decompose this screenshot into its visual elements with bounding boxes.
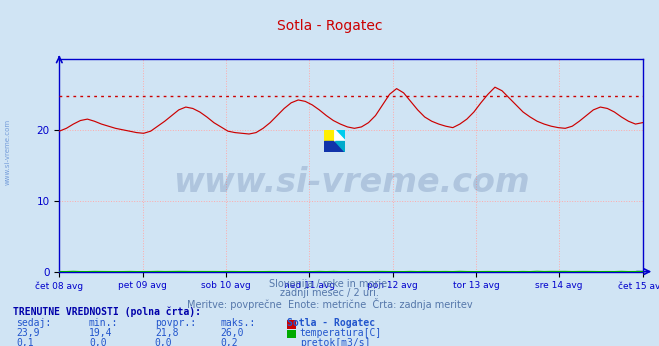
Text: 26,0: 26,0 xyxy=(221,328,244,338)
Text: zadnji mesec / 2 uri.: zadnji mesec / 2 uri. xyxy=(280,288,379,298)
Text: 0,0: 0,0 xyxy=(155,338,173,346)
Bar xyxy=(324,141,345,152)
Text: www.si-vreme.com: www.si-vreme.com xyxy=(5,119,11,185)
Text: 23,9: 23,9 xyxy=(16,328,40,338)
Text: 0,0: 0,0 xyxy=(89,338,107,346)
Text: Meritve: povprečne  Enote: metrične  Črta: zadnja meritev: Meritve: povprečne Enote: metrične Črta:… xyxy=(186,298,473,310)
Text: 0,2: 0,2 xyxy=(221,338,239,346)
Text: sedaj:: sedaj: xyxy=(16,318,51,328)
Text: www.si-vreme.com: www.si-vreme.com xyxy=(173,166,529,199)
Bar xyxy=(335,130,345,141)
Text: Sotla - Rogatec: Sotla - Rogatec xyxy=(277,19,382,33)
Text: povpr.:: povpr.: xyxy=(155,318,196,328)
Text: pretok[m3/s]: pretok[m3/s] xyxy=(300,338,370,346)
Text: Sotla - Rogatec: Sotla - Rogatec xyxy=(287,318,375,328)
Text: 21,8: 21,8 xyxy=(155,328,179,338)
Text: Slovenija / reke in morje.: Slovenija / reke in morje. xyxy=(269,279,390,289)
Bar xyxy=(324,130,335,141)
Polygon shape xyxy=(335,141,345,152)
Text: 19,4: 19,4 xyxy=(89,328,113,338)
Polygon shape xyxy=(335,130,345,141)
Text: temperatura[C]: temperatura[C] xyxy=(300,328,382,338)
Text: min.:: min.: xyxy=(89,318,119,328)
Text: maks.:: maks.: xyxy=(221,318,256,328)
Text: TRENUTNE VREDNOSTI (polna črta):: TRENUTNE VREDNOSTI (polna črta): xyxy=(13,306,201,317)
Text: 0,1: 0,1 xyxy=(16,338,34,346)
